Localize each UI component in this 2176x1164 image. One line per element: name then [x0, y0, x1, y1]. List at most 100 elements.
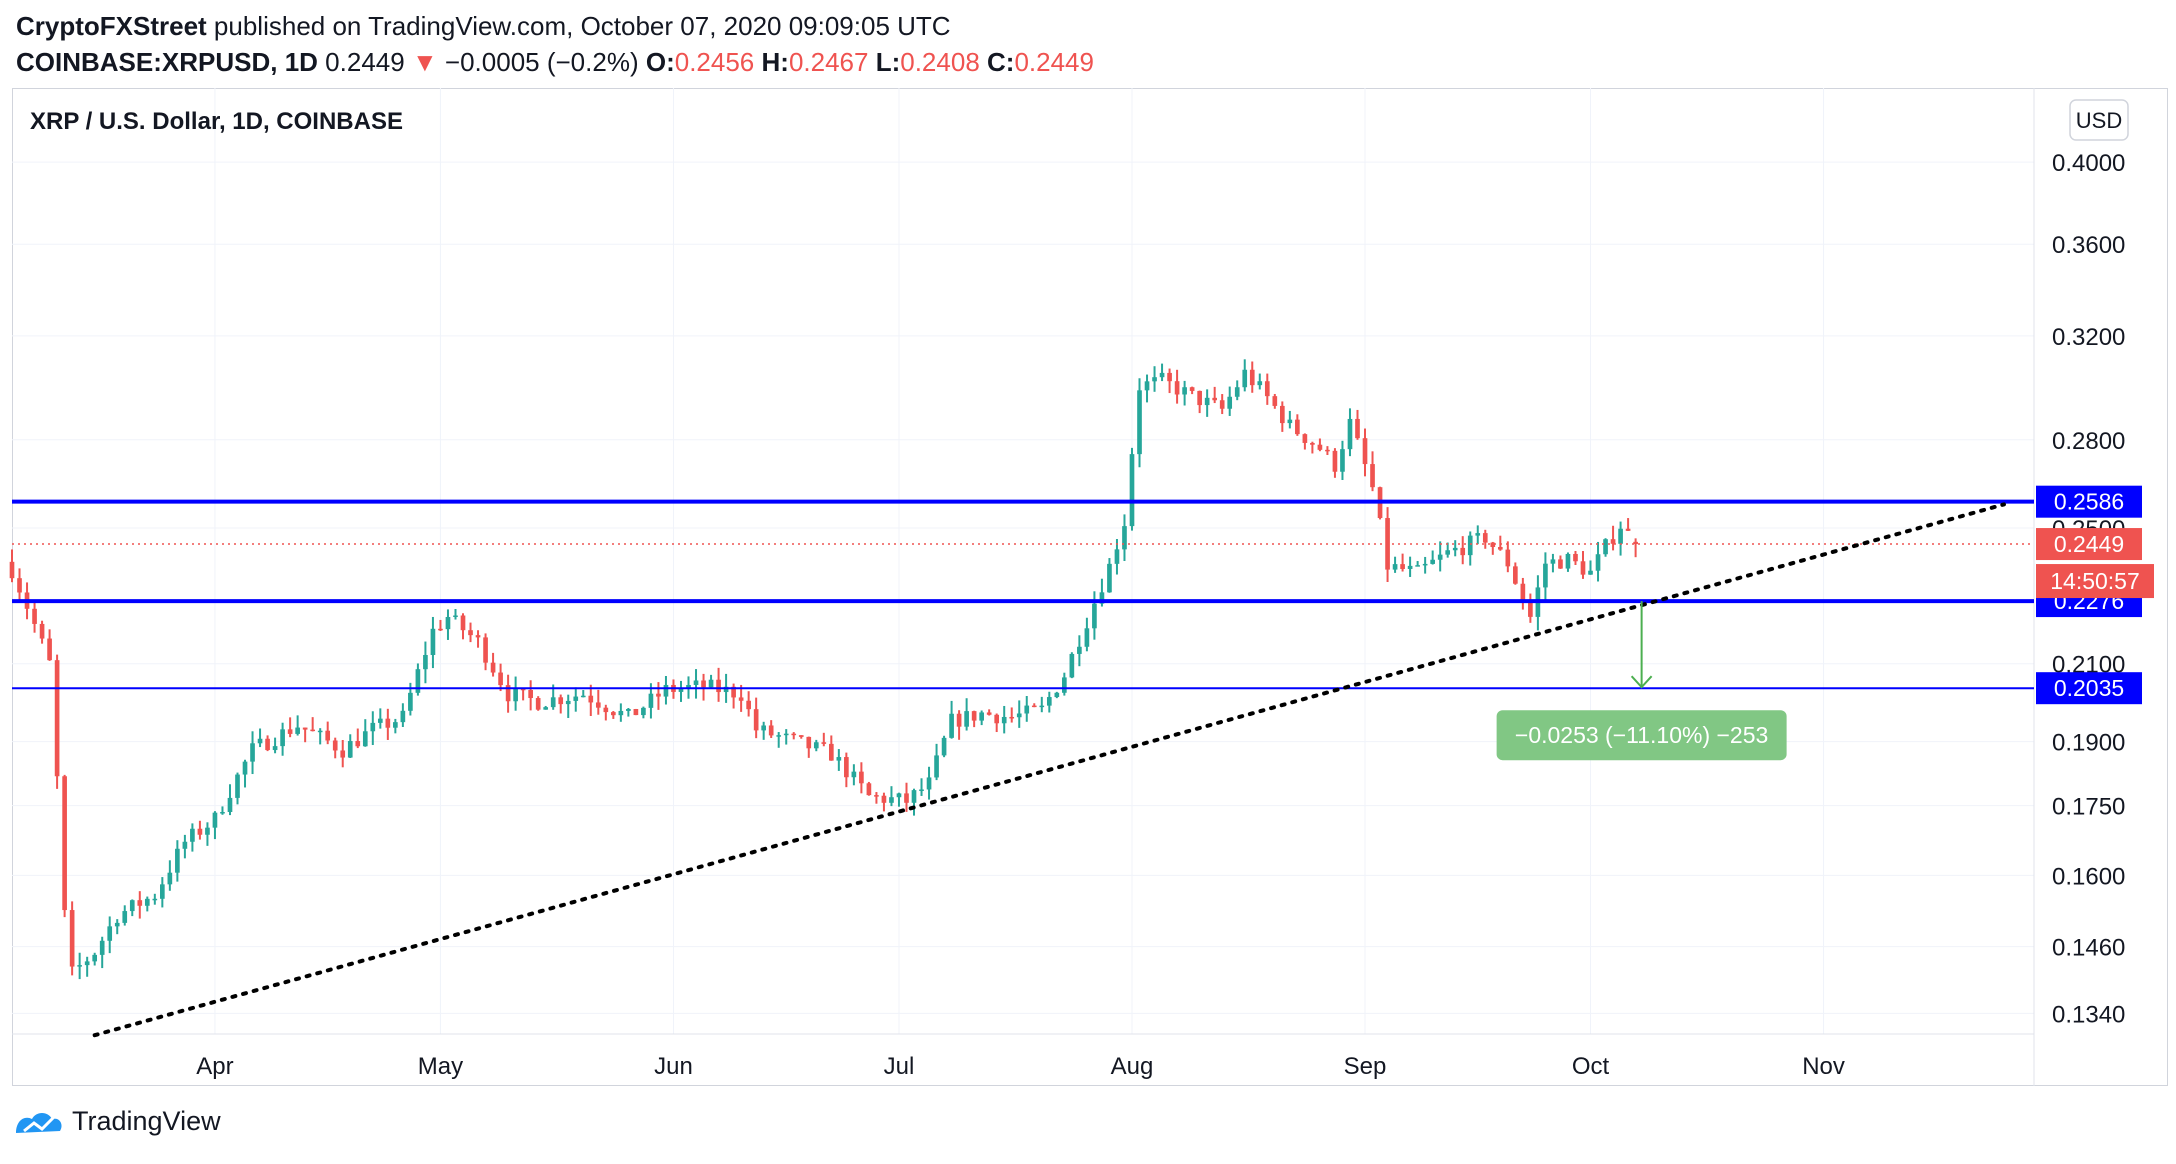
candle: [182, 834, 188, 859]
candle: [460, 613, 466, 640]
candle-body: [1595, 554, 1601, 571]
candle: [1603, 538, 1608, 557]
candle-body: [1174, 381, 1180, 395]
candle: [979, 710, 984, 726]
candle: [17, 568, 22, 600]
candle-body: [1370, 464, 1375, 488]
currency-button-frame[interactable]: [2069, 99, 2129, 141]
candle-body: [445, 617, 451, 630]
candle-body: [505, 685, 511, 702]
candle-body: [656, 693, 661, 697]
candle-body: [423, 654, 428, 670]
candle-body: [716, 679, 721, 693]
candle: [205, 822, 210, 846]
candle: [1182, 380, 1187, 406]
candle-body: [580, 695, 586, 698]
candle-body: [633, 709, 639, 716]
candle-body: [648, 693, 654, 708]
candle: [1009, 707, 1015, 723]
candle: [1513, 562, 1518, 585]
footer[interactable]: TradingView: [14, 1106, 221, 1137]
candle-body: [1159, 372, 1165, 378]
candle: [235, 772, 240, 805]
candle-body: [859, 771, 864, 784]
candle-body: [1513, 566, 1518, 584]
tradingview-logo-icon[interactable]: [14, 1107, 64, 1137]
candle: [595, 689, 601, 715]
candle-body: [114, 922, 120, 927]
candle: [813, 739, 819, 752]
candle-body: [543, 707, 549, 710]
candle-body: [565, 700, 571, 705]
candle: [107, 916, 113, 954]
candle: [1302, 433, 1308, 450]
candle-body: [1302, 434, 1308, 443]
candle-body: [1092, 603, 1097, 629]
candle: [1295, 414, 1300, 436]
candle-body: [889, 797, 894, 803]
candle-body: [77, 965, 82, 967]
candle-body: [1362, 438, 1368, 465]
candle-body: [1099, 592, 1105, 604]
candle: [445, 609, 451, 640]
candle: [1475, 525, 1481, 545]
candle: [302, 727, 308, 743]
close-label: C:: [987, 47, 1015, 77]
candle: [1437, 541, 1443, 572]
time-axis[interactable]: Apr May Jun Jul Aug Sep Oct Nov: [196, 1053, 1845, 1080]
candle-body: [934, 755, 939, 778]
candle: [1001, 705, 1007, 734]
candle: [1610, 525, 1616, 551]
candle: [62, 774, 67, 918]
candle-body: [1610, 539, 1616, 544]
candle-body: [400, 710, 406, 723]
close-value: 0.2449: [1014, 47, 1094, 77]
candle-body: [528, 689, 533, 699]
candle-body: [738, 697, 744, 701]
candle-body: [874, 795, 879, 797]
currency-button[interactable]: USD: [2069, 99, 2129, 141]
candle: [986, 709, 992, 716]
candle: [370, 711, 376, 746]
candle-body: [1347, 418, 1353, 450]
candle: [99, 936, 105, 969]
measure-label: −0.0253 (−11.10%) −253: [1515, 722, 1768, 748]
candle: [573, 687, 579, 712]
candle: [1595, 541, 1601, 582]
footer-brand[interactable]: TradingView: [72, 1106, 221, 1136]
candle: [791, 732, 797, 740]
candle: [1137, 378, 1142, 468]
price-tick-label: 0.1460: [2052, 935, 2125, 962]
candle: [693, 669, 699, 699]
candle-body: [1407, 565, 1413, 569]
measure-arrow-icon: [1630, 675, 1653, 689]
chart-header: CryptoFXStreet published on TradingView.…: [16, 8, 1094, 80]
publisher-name[interactable]: CryptoFXStreet: [16, 11, 207, 41]
candle-body: [1137, 390, 1142, 455]
candle-body: [535, 698, 541, 710]
candle-body: [626, 709, 631, 711]
currency-button-label[interactable]: USD: [2076, 108, 2122, 133]
candle: [1152, 366, 1157, 392]
candle-body: [1633, 541, 1638, 545]
trendline[interactable]: [92, 502, 2006, 1038]
candle-body: [813, 742, 819, 749]
candle: [1249, 361, 1255, 393]
candle-body: [768, 725, 774, 736]
candle: [1317, 438, 1323, 452]
candle-body: [1573, 553, 1578, 562]
price-range-measure[interactable]: −0.0253 (−11.10%) −253: [1496, 601, 1787, 761]
candle: [1129, 447, 1135, 531]
chart-frame[interactable]: [12, 88, 2168, 1086]
candle-body: [701, 680, 706, 688]
candle-body: [844, 757, 849, 778]
candle: [400, 703, 406, 728]
candle: [1046, 691, 1052, 713]
candle-body: [1272, 396, 1278, 406]
candle: [1204, 389, 1210, 417]
candle-body: [152, 898, 158, 901]
chart-title: XRP / U.S. Dollar, 1D, COINBASE: [30, 108, 403, 135]
candle: [220, 806, 225, 815]
candle-body: [1580, 561, 1586, 575]
